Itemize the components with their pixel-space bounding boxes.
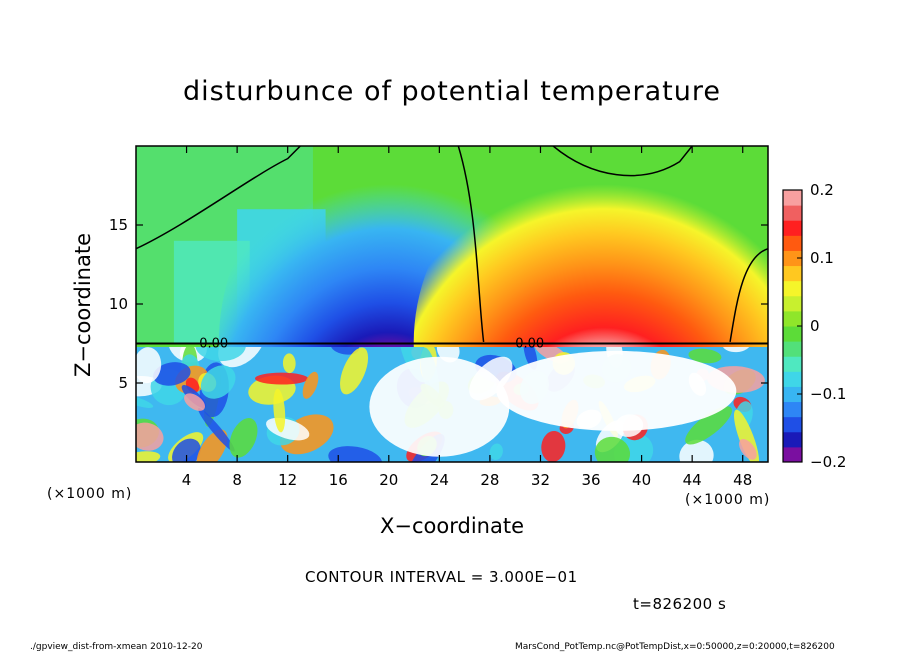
contour-label: 0.00 (199, 337, 228, 352)
field-layer: 0.00 0.00 (136, 146, 768, 462)
colorbar-tick-label: −0.2 (810, 453, 846, 471)
footer-command: ./gpview_dist-from-xmean 2010-12-20 (30, 642, 203, 652)
eddy (273, 388, 286, 433)
colorbar-swatch (783, 250, 802, 267)
contour-line (552, 146, 693, 177)
x-tick-label: 36 (581, 471, 600, 489)
eddy (184, 393, 206, 411)
contour-line (136, 146, 301, 250)
eddy (688, 348, 722, 364)
z-unit-label: (×1000 m) (47, 486, 133, 502)
eddy (168, 347, 207, 363)
colorbar-swatch (783, 371, 802, 387)
x-tick-label: 20 (379, 471, 398, 489)
x-tick-label: 4 (182, 471, 192, 489)
colorbar-tick-label: 0.2 (810, 181, 834, 199)
lower-white-right (496, 350, 737, 431)
time-label: t=826200 s (633, 595, 727, 613)
colorbar-swatch (783, 295, 802, 312)
colorbar-swatch (783, 205, 802, 221)
colorbar-tick-label: 0.1 (810, 249, 834, 267)
eddy (254, 372, 309, 385)
eddy (136, 422, 164, 451)
eddy (282, 353, 296, 374)
eddy (489, 443, 503, 461)
eddy (200, 365, 236, 399)
colorbar-swatch (783, 235, 802, 251)
x-tick-label: 16 (329, 471, 348, 489)
colorbar-swatch (783, 310, 802, 327)
colorbar-swatch (783, 356, 802, 372)
eddy (722, 347, 751, 353)
eddy (302, 371, 319, 399)
x-tick-label: 40 (632, 471, 651, 489)
eddy (330, 347, 360, 355)
x-tick-label: 28 (480, 471, 499, 489)
colorbar-swatch (783, 326, 802, 342)
eddy (195, 347, 246, 362)
eddy (136, 347, 162, 384)
eddy (436, 347, 460, 363)
eddy (328, 446, 383, 462)
contour-interval-text: CONTOUR INTERVAL = 3.000E−01 (305, 568, 578, 586)
colorbar-swatch (783, 341, 802, 357)
colorbar-swatch (783, 265, 802, 282)
y-axis: 5 10 15 (109, 216, 768, 392)
eddy (523, 347, 538, 370)
x-axis: 4 8 12 16 20 24 28 32 36 40 44 48 (182, 146, 752, 489)
contour-line (729, 247, 768, 343)
x-axis-label: X−coordinate (380, 514, 524, 538)
eddy (229, 418, 258, 458)
colorbar-swatch (783, 401, 802, 418)
colorbar: 0.2 0.1 0 −0.1 −0.2 (782, 181, 846, 471)
colorbar-swatch (783, 446, 802, 463)
y-tick-label: 15 (109, 216, 128, 234)
x-tick-label: 32 (531, 471, 550, 489)
x-tick-label: 24 (430, 471, 449, 489)
contour-label: 0.00 (515, 337, 544, 352)
colorbar-swatch (783, 220, 802, 236)
y-tick-label: 5 (118, 374, 128, 392)
eddy (340, 347, 369, 395)
lower-layer (136, 347, 768, 462)
eddy (136, 451, 161, 462)
eddy (172, 438, 201, 462)
colorbar-tick-label: −0.1 (810, 385, 846, 403)
eddy (594, 436, 631, 462)
x-tick-label: 44 (683, 471, 702, 489)
eddy (198, 408, 235, 452)
eddy (685, 406, 732, 445)
x-tick-label: 48 (733, 471, 752, 489)
colorbar-swatch (783, 431, 802, 448)
y-axis-label: Z−coordinate (71, 233, 95, 377)
colorbar-swatch (783, 416, 802, 433)
chart-title: disturbunce of potential temperature (183, 76, 721, 107)
lower-white-left (369, 356, 510, 457)
x-tick-label: 8 (232, 471, 242, 489)
colorbar-swatch (783, 386, 802, 403)
eddy (153, 362, 191, 386)
colorbar-swatch (783, 280, 802, 297)
colorbar-swatch (783, 190, 802, 206)
y-tick-label: 10 (109, 295, 128, 313)
x-tick-label: 12 (278, 471, 297, 489)
footer-source: MarsCond_PotTemp.nc@PotTempDist,x=0:5000… (515, 642, 835, 652)
contour-line (457, 146, 485, 343)
eddy (541, 430, 566, 462)
eddy (739, 439, 757, 460)
colorbar-tick-label: 0 (810, 317, 820, 335)
x-unit-label: (×1000 m) (685, 492, 771, 508)
eddy (679, 439, 714, 462)
